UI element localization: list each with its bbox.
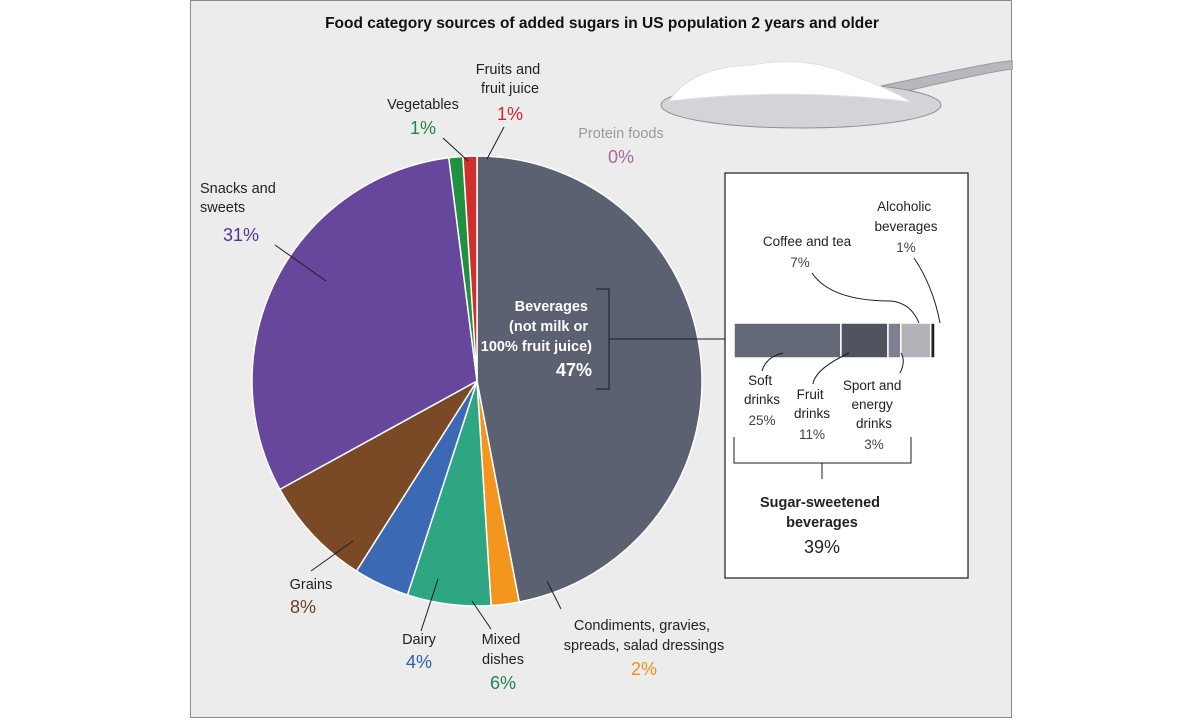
label-grains: Grains bbox=[290, 577, 333, 593]
breakdown-bar bbox=[733, 322, 936, 359]
leader-line-fruits bbox=[486, 126, 505, 160]
bar-segment-fruitdrinks bbox=[840, 322, 889, 359]
pie-slices bbox=[251, 155, 703, 607]
bar-segment-alcohol bbox=[929, 322, 936, 359]
label-beverages: Beverages (not milk or 100% fruit juice) bbox=[481, 299, 592, 355]
label-snacks: Snacks and sweets bbox=[200, 181, 280, 216]
sugar-spoon-icon bbox=[660, 60, 1014, 129]
value-grains: 8% bbox=[290, 597, 316, 617]
leader-line-mixed bbox=[471, 600, 492, 630]
value-coffee: 7% bbox=[790, 255, 810, 270]
breakdown-total: 39% bbox=[804, 537, 840, 557]
pie-slice-beverages bbox=[476, 155, 703, 603]
value-fruits: 1% bbox=[497, 104, 523, 124]
value-sport: 3% bbox=[864, 437, 884, 452]
label-soft: Soft drinks bbox=[744, 373, 780, 407]
breakdown-bracket bbox=[733, 437, 912, 479]
pie-slice-grains bbox=[278, 380, 478, 573]
bar-segment-soft bbox=[733, 322, 842, 359]
pie-slice-snacks bbox=[251, 156, 478, 491]
label-dairy: Dairy bbox=[402, 632, 437, 648]
leader-line-coffee bbox=[811, 272, 920, 324]
value-protein: 0% bbox=[608, 147, 634, 167]
bar-segment-coffee bbox=[900, 322, 932, 359]
value-snacks: 31% bbox=[223, 225, 259, 245]
value-soft: 25% bbox=[748, 413, 775, 428]
label-condiments: Condiments, gravies, spreads, salad dres… bbox=[564, 618, 724, 654]
value-dairy: 4% bbox=[406, 652, 432, 672]
bar-segment-sport bbox=[887, 322, 902, 359]
label-fruitdrinks: Fruit drinks bbox=[794, 387, 830, 421]
leader-line-dairy bbox=[420, 578, 439, 632]
value-condiments: 2% bbox=[631, 659, 657, 679]
leader-line-alcohol bbox=[913, 257, 941, 324]
leader-line-fruitdrinks bbox=[812, 352, 850, 385]
figure-panel: Food category sources of added sugars in… bbox=[190, 0, 1014, 718]
label-alcohol: Alcoholic beverages bbox=[874, 199, 937, 234]
leader-line-beverages bbox=[596, 288, 726, 390]
chart-title: Food category sources of added sugars in… bbox=[325, 15, 879, 32]
value-fruitdrinks: 11% bbox=[799, 427, 825, 442]
leader-line-condiments bbox=[546, 580, 562, 610]
label-coffee: Coffee and tea bbox=[763, 234, 852, 249]
leader-line-snacks bbox=[274, 244, 327, 282]
value-mixed: 6% bbox=[490, 673, 516, 693]
label-fruits: Fruits and fruit juice bbox=[476, 62, 545, 97]
leader-line-sport bbox=[899, 352, 904, 374]
leader-line-grains bbox=[310, 540, 354, 572]
pie-chart-svg: Food category sources of added sugars in… bbox=[200, 15, 1014, 693]
value-vegetables: 1% bbox=[410, 118, 436, 138]
label-protein: Protein foods bbox=[578, 126, 663, 142]
label-vegetables: Vegetables bbox=[387, 97, 459, 113]
breakdown-panel bbox=[724, 172, 969, 579]
leader-line-vegetables bbox=[442, 137, 469, 162]
breakdown-title: Sugar-sweetened beverages bbox=[760, 495, 884, 531]
label-sport: Sport and energy drinks bbox=[843, 378, 905, 431]
leader-line-soft bbox=[761, 352, 784, 372]
value-beverages: 47% bbox=[556, 360, 592, 380]
label-mixed: Mixed dishes bbox=[482, 632, 525, 668]
value-alcohol: 1% bbox=[896, 240, 916, 255]
